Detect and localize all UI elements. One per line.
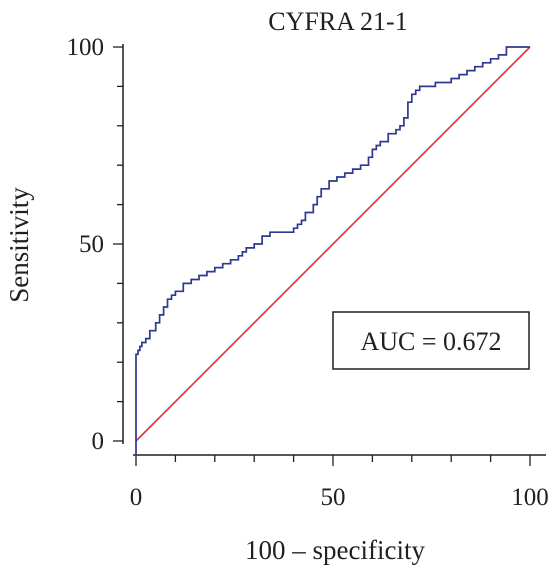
y-tick-label: 0 [92,428,105,455]
auc-box [332,311,530,370]
series-layer [135,46,531,454]
x-ticks: 0 50 100 [130,455,549,511]
y-ticks: 0 50 100 [67,34,123,455]
reference-line [135,46,531,442]
plot-area: 0 50 100 0 50 100 [67,34,549,511]
roc-curve [135,46,530,454]
auc-annotation: AUC = 0.672 [332,311,530,370]
y-axis-label: Sensitivity [4,187,34,303]
auc-label: AUC = 0.672 [360,327,501,356]
x-tick-label: 0 [130,484,143,511]
x-tick-label: 50 [321,484,346,511]
x-axis-label: 100 – specificity [245,535,425,565]
x-tick-label: 100 [511,484,549,511]
chart-title: CYFRA 21-1 [268,7,407,36]
y-tick-label: 50 [79,231,104,258]
y-tick-label: 100 [67,34,105,61]
